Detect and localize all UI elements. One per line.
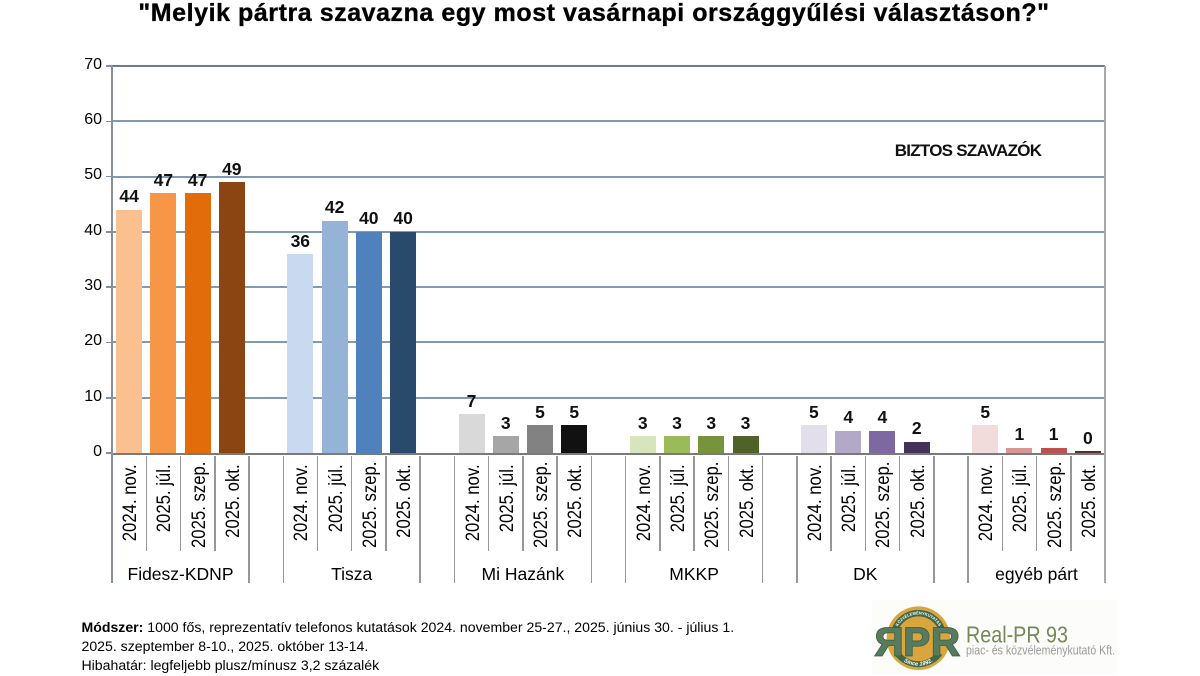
svg-text:piac- és közvéleménykutató Kft: piac- és közvéleménykutató Kft.: [966, 643, 1115, 658]
svg-text:P: P: [903, 621, 930, 665]
svg-text:R: R: [874, 621, 903, 665]
svg-text:Real-PR 93: Real-PR 93: [966, 622, 1068, 648]
svg-text:Since 1992.: Since 1992.: [903, 658, 935, 668]
svg-text:R: R: [931, 621, 960, 665]
